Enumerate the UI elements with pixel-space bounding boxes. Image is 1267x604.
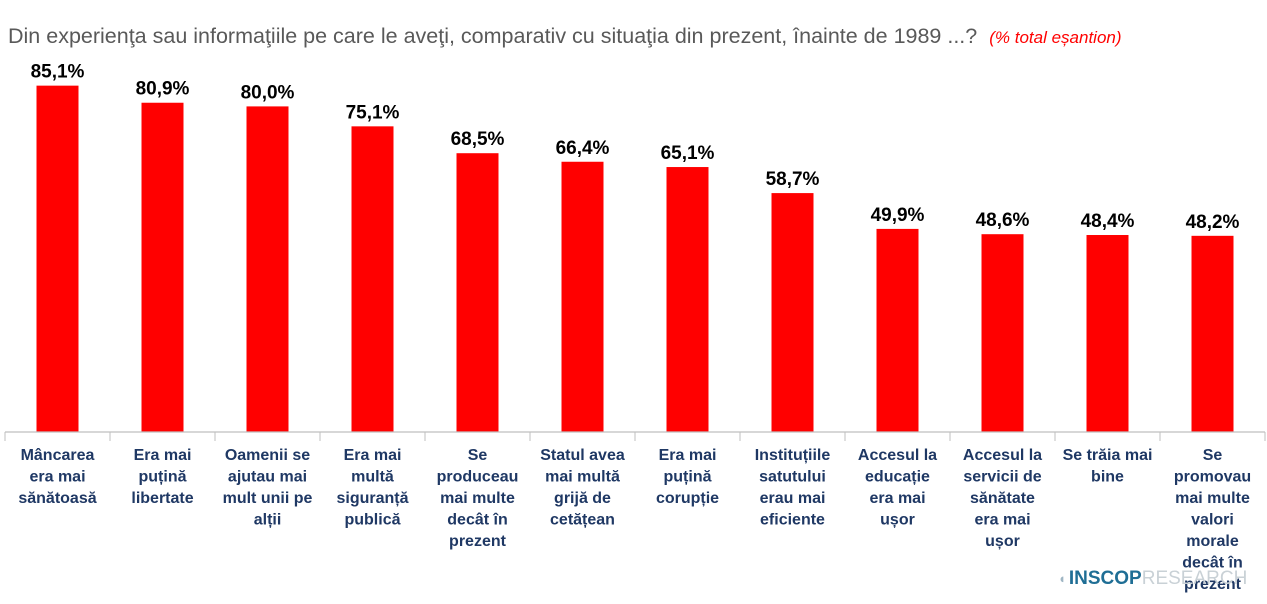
- category-label-12: Se promovau mai multe valori morale decât în p…: [1174, 447, 1251, 593]
- value-label-12: 48,2%: [1186, 212, 1240, 233]
- value-labels-group: 85,1% 80,9% 80,0% 75,1% 68,5% 66,4% 65,1% 58,7%…: [31, 62, 1240, 233]
- value-label-6: 66,4%: [556, 138, 610, 159]
- category-label-8: Instituțiile satutului erau mai eficiente: [755, 447, 831, 529]
- category-label-1: Mâncarea era mai sănătoasă: [18, 447, 96, 507]
- bar-12: [1191, 235, 1234, 432]
- category-label-2: Era mai puțină libertate: [131, 447, 193, 507]
- bars-group: [36, 85, 1234, 433]
- bar-9: [876, 228, 919, 432]
- category-label-6: Statul avea mai multă grijă de cetățean: [540, 447, 625, 529]
- chart-title-text: Din experienţa sau informaţiile pe care …: [8, 24, 978, 48]
- category-labels-group: Mâncarea era mai sănătoasă Era mai puțină lib…: [18, 447, 1251, 593]
- category-label-3: Oamenii se ajutau mai mult unii pe alții: [223, 447, 313, 529]
- value-label-8: 58,7%: [766, 169, 820, 190]
- bar-1: [36, 85, 79, 432]
- bar-8: [771, 193, 814, 432]
- logo-mark-icon: ◖: [1058, 571, 1066, 587]
- value-label-9: 49,9%: [871, 205, 925, 226]
- value-label-4: 75,1%: [346, 102, 400, 123]
- value-label-1: 85,1%: [31, 62, 85, 83]
- bar-3: [246, 106, 289, 433]
- bar-6: [561, 161, 604, 432]
- value-label-2: 80,9%: [136, 79, 190, 100]
- bar-4: [351, 126, 394, 432]
- value-label-5: 68,5%: [451, 129, 505, 150]
- bar-11: [1086, 235, 1129, 432]
- value-label-3: 80,0%: [241, 82, 295, 103]
- chart-title: Din experienţa sau informaţiile pe care …: [8, 24, 1258, 49]
- value-label-7: 65,1%: [661, 143, 715, 164]
- category-label-9: Accesul la educație era mai ușor: [858, 447, 937, 529]
- x-axis: [4, 431, 1266, 441]
- category-label-7: Era mai puțină corupție: [656, 447, 719, 507]
- bar-10: [981, 234, 1024, 432]
- category-label-5: Se produceau mai multe decât în prezent: [437, 447, 519, 550]
- category-label-11: Se trăia mai bine: [1063, 447, 1153, 486]
- chart-subtitle: (% total eșantion): [989, 28, 1122, 47]
- logo-strong-text: INSCOP: [1068, 568, 1142, 589]
- bar-7: [666, 167, 709, 432]
- logo-light-text: RESEARCH: [1141, 568, 1248, 589]
- inscop-logo: ◖ INSCOPRESEARCH: [1058, 568, 1247, 590]
- bar-2: [141, 102, 184, 432]
- value-label-10: 48,6%: [976, 210, 1030, 231]
- category-label-4: Era mai multă siguranță publică: [336, 447, 408, 529]
- value-label-11: 48,4%: [1081, 211, 1135, 232]
- category-label-10: Accesul la servicii de sănătate era mai ușor: [963, 447, 1042, 550]
- bar-5: [456, 153, 499, 432]
